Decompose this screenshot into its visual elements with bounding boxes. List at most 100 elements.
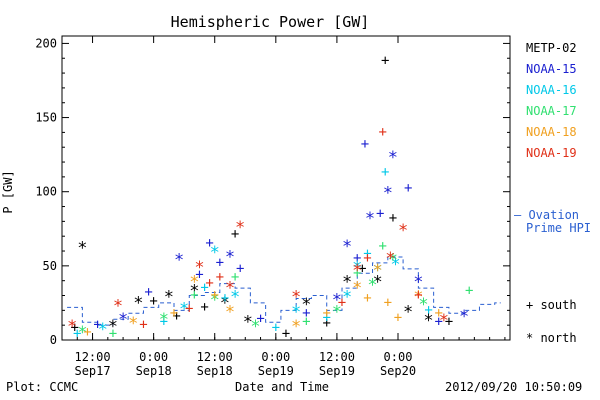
legend-entry-noaa-15: NOAA-15	[526, 62, 577, 76]
data-point: *	[291, 288, 301, 308]
data-point: *	[398, 221, 408, 241]
ovation-legend-line2: Prime HPI	[526, 221, 592, 235]
data-point: +	[211, 288, 219, 304]
axes	[61, 35, 511, 341]
data-point: +	[282, 326, 290, 342]
x-tick-label-time: 12:00	[319, 350, 355, 364]
data-point: *	[77, 323, 87, 343]
data-point: +	[190, 288, 198, 304]
data-point: *	[342, 288, 352, 308]
series-noaa-16: + * +*+*+ *+* +**+*+*+	[73, 164, 433, 342]
data-point: +	[236, 261, 244, 277]
data-point: +	[353, 265, 361, 281]
data-point: *	[230, 288, 240, 308]
data-point: *	[413, 273, 423, 293]
data-point: +	[221, 290, 229, 306]
data-point: +	[200, 299, 208, 315]
data-point: +	[338, 295, 346, 311]
data-point: *	[67, 317, 77, 337]
data-point: +	[272, 320, 280, 336]
x-tick-label-date: Sep17	[74, 364, 110, 378]
x-tick-label-time: 0:00	[261, 350, 290, 364]
data-point: +	[231, 270, 239, 286]
x-tick-label-date: Sep18	[136, 364, 172, 378]
data-point: *	[164, 288, 174, 308]
data-point: +	[195, 267, 203, 283]
data-point: *	[413, 288, 423, 308]
data-point: +	[149, 293, 157, 309]
data-point: +	[216, 270, 224, 286]
chart-title: Hemispheric Power [GW]	[171, 13, 370, 31]
x-tick-label-date: Sep20	[380, 364, 416, 378]
data-point: *	[210, 290, 220, 310]
data-point: *	[342, 273, 352, 293]
series-noaa-17: * +*+ *+* + *+*+**+	[77, 239, 473, 344]
data-point: *	[243, 313, 253, 333]
x-tick-label-time: 12:00	[197, 350, 233, 364]
data-point: *	[352, 261, 362, 281]
plot-frame	[61, 35, 511, 341]
data-point: +	[205, 236, 213, 252]
data-point: *	[189, 282, 199, 302]
series-noaa-15: + *+*+++ *++ +**++* +**+*+ *	[93, 136, 469, 333]
legend-entry-noaa-16: NOAA-16	[526, 83, 577, 97]
data-point: *	[383, 184, 393, 204]
data-point: +	[363, 246, 371, 262]
data-point: *	[225, 302, 235, 322]
data-point: *	[352, 279, 362, 299]
data-point: +	[139, 317, 147, 333]
data-point: +	[71, 320, 79, 336]
data-point: *	[174, 250, 184, 270]
data-point: *	[220, 293, 230, 313]
data-point: *	[332, 302, 342, 322]
data-point: +	[200, 280, 208, 296]
ovation-hpi-line	[67, 256, 501, 326]
data-point: *	[113, 296, 123, 316]
data-point: *	[373, 261, 383, 281]
data-point: *	[118, 310, 128, 330]
x-tick-label-time: 12:00	[74, 350, 110, 364]
data-point: +	[445, 314, 453, 330]
data-point: +	[384, 295, 392, 311]
data-point: +	[73, 326, 81, 342]
data-point: +	[394, 310, 402, 326]
data-point: *	[133, 293, 143, 313]
data-point: +	[83, 325, 91, 341]
x-tick-label-date: Sep19	[258, 364, 294, 378]
data-point: +	[435, 305, 443, 321]
y-tick-label: 100	[35, 185, 57, 199]
legend-entry-noaa-19: NOAA-19	[526, 146, 577, 160]
data-point: *	[388, 148, 398, 168]
timestamp: 2012/09/20 10:50:09	[445, 380, 583, 394]
data-point: *	[390, 255, 400, 275]
data-point: +	[216, 255, 224, 271]
data-point: *	[291, 302, 301, 322]
data-point: *	[385, 249, 395, 269]
data-point: *	[367, 276, 377, 296]
data-point: *	[108, 317, 118, 337]
x-tick-label-time: 0:00	[139, 350, 168, 364]
data-point: *	[332, 290, 342, 310]
x-tick-label-time: 0:00	[384, 350, 413, 364]
axis-ticks: 05010015020012:00Sep170:00Sep1812:00Sep1…	[35, 36, 510, 378]
data-point: +	[323, 310, 331, 326]
data-point: *	[194, 258, 204, 278]
data-point: *	[459, 307, 469, 327]
x-tick-label-date: Sep18	[197, 364, 233, 378]
data-point: *	[388, 250, 398, 270]
data-point: *	[128, 314, 138, 334]
data-point: *	[423, 311, 433, 331]
data-point: +	[205, 276, 213, 292]
data-point: *	[225, 279, 235, 299]
data-point: +	[465, 283, 473, 299]
legend: METP-02 NOAA-15 NOAA-16 NOAA-17 NOAA-18 NOAA-…	[526, 40, 577, 166]
x-tick-label-date: Sep19	[319, 364, 355, 378]
data-point: +	[256, 311, 264, 327]
data-point: +	[160, 314, 168, 330]
data-point: +	[404, 181, 412, 197]
data-point: *	[179, 299, 189, 319]
y-tick-label: 0	[50, 333, 57, 347]
legend-entry-noaa-17: NOAA-17	[526, 104, 577, 118]
data-point: +	[302, 305, 310, 321]
south-marker-legend: + south	[526, 298, 577, 312]
